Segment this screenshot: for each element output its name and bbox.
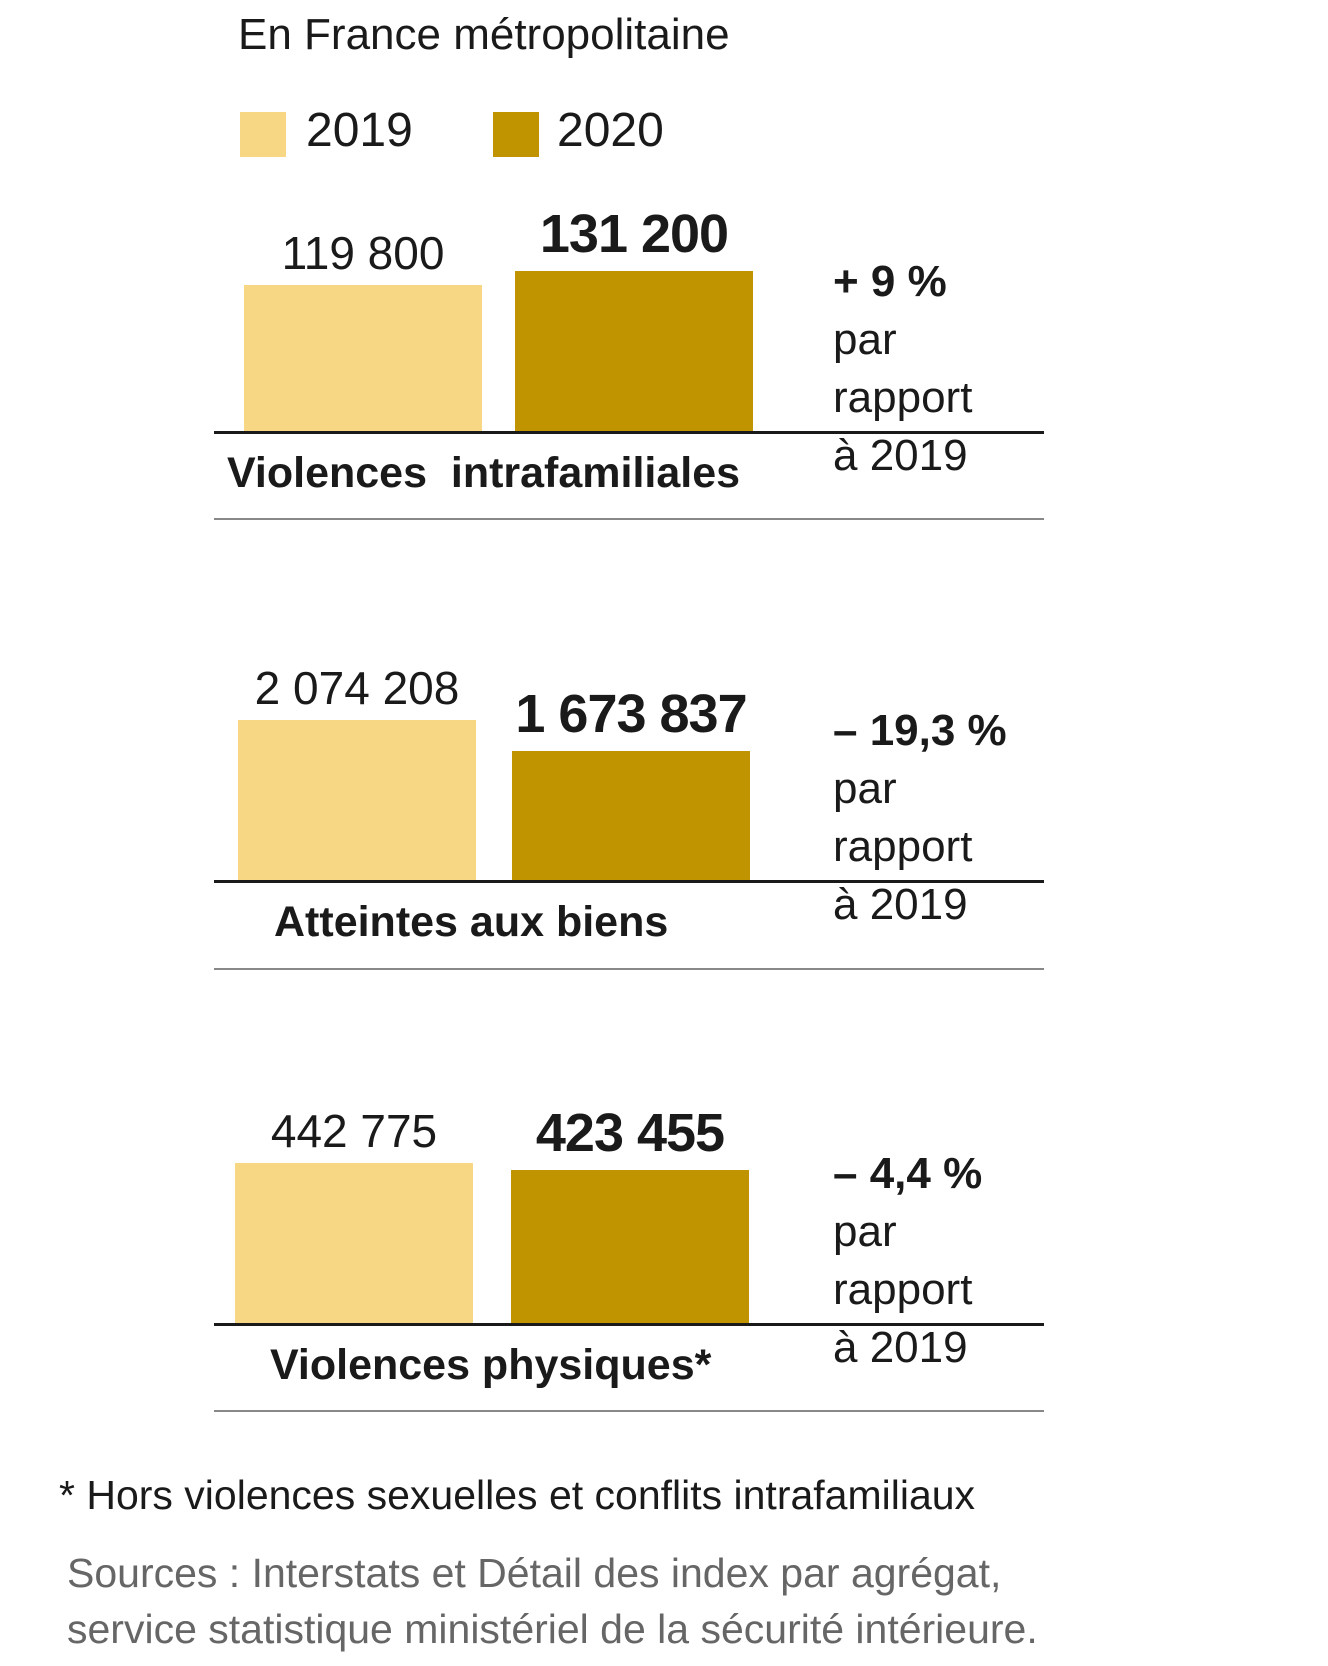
- change-annotation: + 9 % par rapport à 2019: [833, 253, 1044, 485]
- change-text-2: à 2019: [833, 1323, 968, 1372]
- category-label: Atteintes aux biens: [274, 898, 669, 946]
- divider: [214, 968, 1044, 970]
- bar-2020: [512, 751, 750, 882]
- change-annotation: – 4,4 % par rapport à 2019: [833, 1145, 1044, 1377]
- change-text-2: à 2019: [833, 431, 968, 480]
- footnote: * Hors violences sexuelles et conflits i…: [59, 1472, 976, 1518]
- change-text-2: à 2019: [833, 880, 968, 929]
- change-annotation: – 19,3 % par rapport à 2019: [833, 702, 1044, 934]
- chart-panel: 2 074 208 1 673 837 – 19,3 % par rapport …: [214, 622, 1044, 970]
- divider: [214, 1410, 1044, 1412]
- bar-2020: [511, 1170, 749, 1325]
- chart-panel: 119 800 131 200 + 9 % par rapport à 2019 V…: [214, 173, 1044, 520]
- category-label: Violences physiques*: [270, 1341, 712, 1389]
- legend-label-2020: 2020: [557, 104, 664, 157]
- legend-swatch-2019: [240, 112, 286, 157]
- bar-2019: [244, 285, 482, 433]
- bar-2019: [235, 1163, 473, 1325]
- value-label-2020: 423 455: [535, 1103, 725, 1163]
- change-percent: + 9 %: [833, 257, 947, 306]
- change-percent: – 4,4 %: [833, 1149, 983, 1198]
- baseline: [214, 880, 1044, 883]
- legend-label-2019: 2019: [306, 104, 413, 157]
- category-label: Violences intrafamiliales: [227, 449, 741, 497]
- baseline: [214, 1323, 1044, 1326]
- sources-line-1: Sources : Interstats et Détail des index…: [67, 1550, 1002, 1596]
- sources-line-2: service statistique ministériel de la sé…: [67, 1606, 1038, 1652]
- baseline: [214, 431, 1044, 434]
- chart-subtitle: En France métropolitaine: [238, 10, 730, 59]
- change-text-1: par rapport: [833, 315, 973, 422]
- bar-2019: [238, 720, 476, 882]
- bar-2020: [515, 271, 753, 433]
- value-label-2019: 2 074 208: [254, 662, 460, 714]
- value-label-2020: 131 200: [539, 204, 729, 264]
- legend-swatch-2020: [493, 112, 539, 157]
- value-label-2020: 1 673 837: [515, 684, 747, 744]
- chart-panel: 442 775 423 455 – 4,4 % par rapport à 201…: [214, 1065, 1044, 1412]
- value-label-2019: 442 775: [270, 1105, 438, 1157]
- divider: [214, 518, 1044, 520]
- change-percent: – 19,3 %: [833, 706, 1007, 755]
- change-text-1: par rapport: [833, 764, 973, 871]
- change-text-1: par rapport: [833, 1207, 973, 1314]
- value-label-2019: 119 800: [281, 227, 445, 279]
